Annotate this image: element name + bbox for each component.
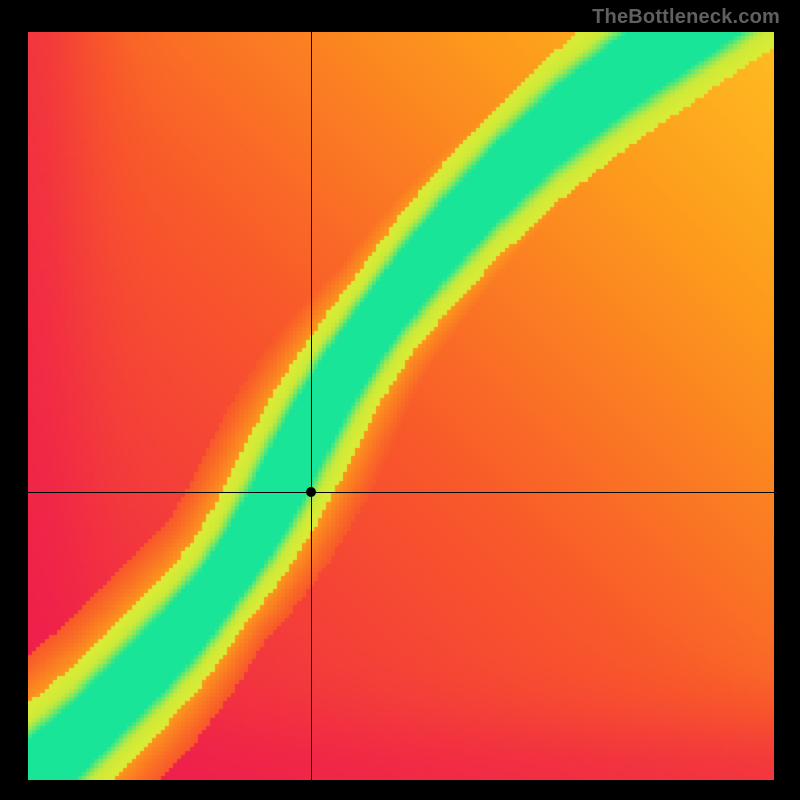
chart-container: TheBottleneck.com bbox=[0, 0, 800, 800]
crosshair-vertical bbox=[311, 32, 312, 780]
plot-area bbox=[28, 32, 774, 780]
crosshair-horizontal bbox=[28, 492, 774, 493]
watermark-text: TheBottleneck.com bbox=[592, 6, 780, 29]
heatmap-canvas bbox=[28, 32, 774, 780]
